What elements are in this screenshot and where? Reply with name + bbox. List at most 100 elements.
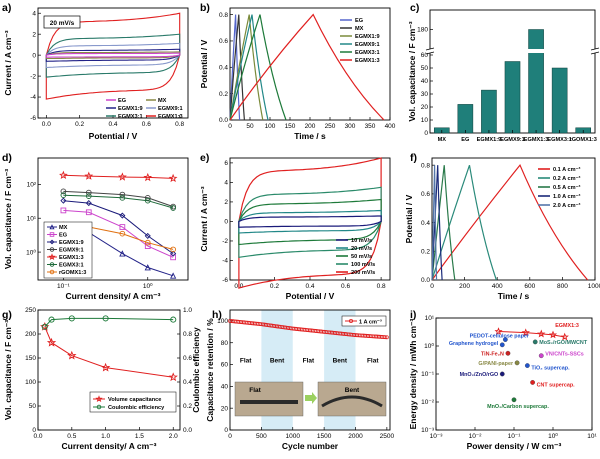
panel-a-xtick-label: 0.2 [75, 121, 84, 128]
panel-g-ytick-label: 200 [25, 331, 36, 338]
panel-g-y2tick-label: 1.0 [183, 307, 192, 314]
legend-marker-retention [348, 318, 353, 323]
rate-point-EGMX1:3 [84, 171, 94, 180]
legend-label-EGMX9:1: EGMX9:1 [158, 106, 183, 112]
panel-g-ylabel: Vol. capacitance / F cm⁻³ [3, 320, 13, 420]
panel-f-axes [431, 157, 596, 281]
ragone-label-Graphene hydrogel: Graphene hydrogel [449, 341, 499, 347]
panel-g-ytick-label: 150 [25, 355, 36, 362]
ragone-label-PEDOT-cellulose paper: PEDOT-cellulose paper [470, 334, 530, 340]
panel-d-ytick-label: 10⁰ [26, 248, 36, 256]
ragone-point-EGMX1:3 [548, 330, 558, 339]
series-point-Coulombic efficiency [41, 323, 48, 330]
ragone-point-EGMX1:3 [521, 328, 530, 337]
panel-c-ytick-label: 180 [417, 27, 428, 34]
panel-g-y2tick-label: 0.0 [183, 427, 192, 434]
legend-label-100 mV/s: 100 mV/s [351, 262, 375, 268]
panel-e-ytick-label: 2 [224, 199, 228, 206]
series-point-Volume capacitance [168, 372, 178, 382]
gcd-curve-1.0 A cm⁻³ [431, 165, 443, 281]
panel-f-ytick-label: 0.8 [421, 162, 430, 169]
legend-marker-EGMX3:1 [49, 262, 55, 267]
panel-e-xtick-label: 0.2 [270, 283, 279, 290]
ragone-label-TiN-Fe₂N: TiN-Fe₂N [481, 351, 504, 357]
rate-line-EGMX1:9 [63, 200, 174, 255]
bar-EGMX3:1 [551, 67, 568, 134]
series-point-Volume capacitance [101, 362, 111, 372]
gcd-curve-EGMX3:1 [229, 14, 287, 121]
legend-label-rGOMX1:3: rGOMX1:3 [59, 270, 86, 276]
panel-c-category-EG: EG [461, 137, 469, 143]
panel-g-xtick-label: 1.5 [135, 433, 144, 440]
legend-label-0.2 A cm⁻³: 0.2 A cm⁻³ [553, 175, 581, 182]
rate-point-MX [119, 250, 126, 257]
panel-b-xtick-label: 150 [285, 123, 296, 130]
series-point-Volume capacitance [67, 350, 77, 360]
rate-point-EGMX9:1 [85, 189, 92, 196]
bar-EGMX9:1 [504, 61, 521, 134]
panel-c-ytick-label: 60 [421, 52, 429, 59]
panel-h-label: h) [212, 309, 222, 321]
rate-point-EGMX1:3 [59, 170, 68, 180]
panel-b-ytick-label: 0.0 [219, 117, 228, 124]
panel-b-xtick-label: 0 [228, 123, 232, 130]
panel-a-ytick-label: 0 [32, 52, 36, 59]
rate-point-EGMX1:9 [170, 250, 177, 257]
legend-label-EGMX1:9: EGMX1:9 [59, 240, 84, 246]
series-line-Coulombic efficiency [44, 317, 174, 328]
panel-f-ytick-label: 0.2 [421, 248, 430, 255]
ragone-point-EGMX1:3 [494, 327, 503, 336]
panel-f-xtick-label: 400 [492, 283, 503, 290]
panel-g-y2tick-label: 0.4 [183, 379, 192, 386]
panel-g-ytick-label: 100 [25, 379, 36, 386]
panel-f-xtick-label: 800 [557, 283, 568, 290]
panel-d-ylabel: Vol. capacitance / F cm⁻³ [3, 169, 13, 269]
rate-point-EGMX3:1 [144, 197, 151, 204]
legend-label-EGMX1:3: EGMX1:3 [158, 114, 183, 120]
panel-b-ytick-label: 0.2 [219, 91, 228, 98]
panel-c-ytick-label: 40 [421, 78, 429, 85]
panel-h-xtick-label: 2500 [380, 433, 395, 440]
panel-c-break-mark [590, 51, 600, 55]
legend-label-MX: MX [355, 26, 364, 32]
bar-EGMX1:9 [481, 89, 497, 134]
panel-i-xtick-label: 10⁻¹ [508, 433, 522, 440]
panel-c-break-mark [590, 47, 600, 51]
rate-point-EGMX9:1 [60, 188, 67, 195]
panel-h-legend-box [341, 315, 387, 327]
panel-c-axis-break [426, 49, 599, 53]
ragone-ref-G/PANI-paper [514, 360, 520, 366]
legend-label-10 mV/s: 10 mV/s [351, 238, 372, 244]
panel-i-xtick-label: 10⁻² [469, 433, 483, 440]
rate-point-EGMX3:1 [119, 194, 126, 201]
panel-d-xtick-label: 10⁻¹ [57, 283, 71, 290]
panel-h-ytick-label: 20 [221, 405, 229, 412]
ragone-label-EGMX1:3: EGMX1:3 [555, 323, 579, 329]
legend-label-MX: MX [59, 225, 68, 231]
panel-b-ytick-label: 0.4 [219, 64, 228, 71]
rate-point-EGMX1:3 [168, 173, 178, 183]
legend-label-20 mV/s: 20 mV/s [351, 246, 372, 252]
rate-line-EG [63, 209, 174, 258]
legend-label-retention: 1 A cm⁻³ [359, 319, 382, 326]
rate-point-EG [170, 254, 176, 261]
rate-line-EGMX3:1 [63, 194, 174, 209]
inset-device-flat [240, 400, 298, 404]
panel-e-ytick-label: -6 [222, 277, 228, 284]
rate-line-EGMX1:3 [63, 174, 174, 179]
panel-h-xtick-label: 1500 [317, 433, 332, 440]
cv-curve-EG [45, 52, 181, 58]
panel-e-ytick-label: 6 [224, 160, 228, 167]
legend-label-0.5 A cm⁻³: 0.5 A cm⁻³ [553, 184, 581, 191]
legend-label-MX: MX [158, 98, 167, 104]
rate-point-MX [144, 264, 151, 271]
panel-c-category-MX: MX [438, 137, 447, 143]
ragone-ref-PEDOT-cellulose paper [502, 337, 508, 342]
cv-curve-EGMX3:1 [45, 33, 181, 78]
panel-b-xtick-label: 200 [305, 123, 316, 130]
panel-a-xtick-label: 0.8 [175, 121, 184, 128]
panel-h-xtick-label: 0 [228, 433, 232, 440]
panel-f-ytick-label: 0.4 [421, 220, 430, 227]
ragone-line-EGMX1:3 [498, 331, 565, 338]
